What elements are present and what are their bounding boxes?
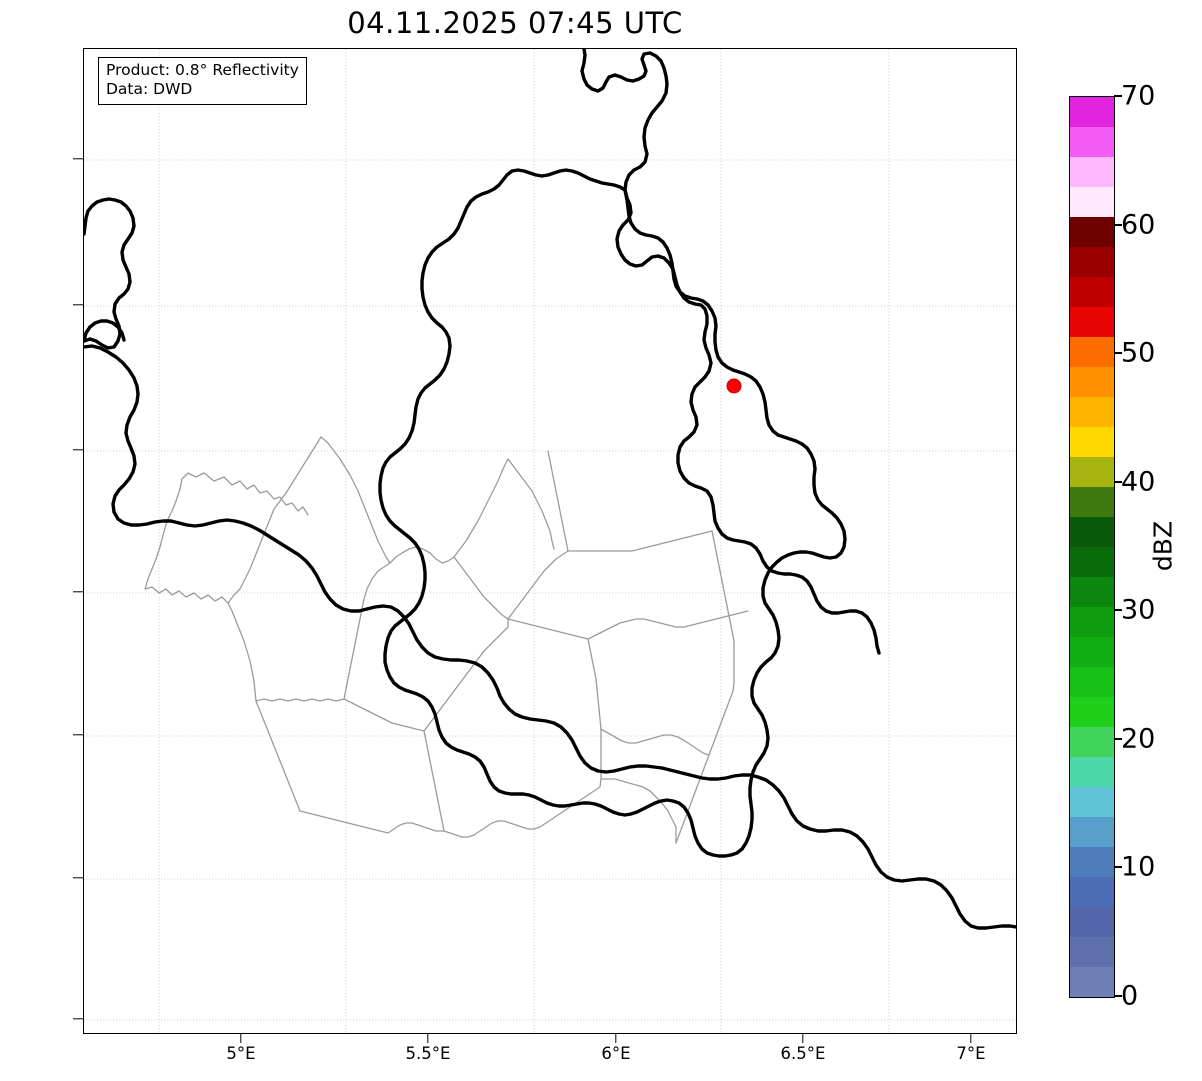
- y-tick-mark: [73, 877, 83, 879]
- colorbar-tick-mark: [1114, 737, 1122, 740]
- colorbar-band: [1070, 577, 1114, 607]
- colorbar-band: [1070, 307, 1114, 337]
- grid-lines: [84, 49, 1016, 1033]
- colorbar-band: [1070, 367, 1114, 397]
- colorbar-band: [1070, 937, 1114, 967]
- colorbar-band: [1070, 457, 1114, 487]
- border-belgium-north: [84, 319, 126, 343]
- colorbar-tick-mark: [1114, 609, 1122, 612]
- y-tick-mark: [73, 591, 83, 593]
- x-tick-label: 5.5°E: [405, 1044, 451, 1063]
- y-tick-mark: [73, 304, 83, 306]
- colorbar-band: [1070, 907, 1114, 937]
- colorbar-band: [1070, 337, 1114, 367]
- colorbar-tick-label: 10: [1121, 851, 1156, 883]
- x-tick-mark: [615, 1034, 617, 1043]
- y-tick-mark: [73, 449, 83, 451]
- x-tick-label: 7°E: [956, 1044, 986, 1063]
- x-tick-label: 5°E: [226, 1044, 256, 1063]
- info-product-line: Product: 0.8° Reflectivity: [106, 61, 299, 79]
- colorbar-tick-mark: [1114, 866, 1122, 869]
- info-box: Product: 0.8° Reflectivity Data: DWD: [98, 57, 307, 105]
- admin-boundaries-luxembourg: [144, 436, 749, 844]
- x-tick-mark: [427, 1034, 429, 1043]
- colorbar-label: dBZ: [1148, 520, 1178, 572]
- map-canvas: [84, 49, 1016, 1033]
- border-france-germany: [660, 766, 1016, 930]
- colorbar-band: [1070, 397, 1114, 427]
- colorbar-band: [1070, 547, 1114, 577]
- colorbar-band: [1070, 877, 1114, 907]
- colorbar-band: [1070, 637, 1114, 667]
- colorbar-tick-label: 40: [1121, 466, 1156, 498]
- border-belgium-france: [84, 197, 136, 350]
- colorbar-band: [1070, 787, 1114, 817]
- colorbar-band: [1070, 697, 1114, 727]
- colorbar-tick-mark: [1114, 995, 1122, 997]
- colorbar-tick-mark: [1114, 95, 1122, 97]
- colorbar-band: [1070, 817, 1114, 847]
- colorbar-tick-mark: [1114, 223, 1122, 226]
- colorbar-band: [1070, 757, 1114, 787]
- colorbar-tick-label: 30: [1121, 594, 1156, 626]
- info-data-line: Data: DWD: [106, 80, 193, 99]
- x-tick-label: 6°E: [601, 1044, 631, 1063]
- colorbar-band: [1070, 517, 1114, 547]
- country-borders: [84, 49, 1016, 930]
- border-belgium-france-south: [84, 344, 664, 774]
- colorbar-tick-label: 0: [1121, 980, 1139, 1012]
- page-title: 04.11.2025 07:45 UTC: [347, 6, 683, 40]
- colorbar-band: [1070, 157, 1114, 187]
- colorbar-band: [1070, 187, 1114, 217]
- colorbar-tick-label: 50: [1121, 337, 1156, 369]
- border-belgium-germany: [580, 49, 881, 655]
- x-tick-mark: [970, 1034, 972, 1043]
- x-tick-mark: [802, 1034, 804, 1043]
- colorbar-band: [1070, 247, 1114, 277]
- colorbar-band: [1070, 967, 1114, 997]
- colorbar-band: [1070, 847, 1114, 877]
- colorbar[interactable]: [1069, 96, 1115, 998]
- colorbar-band: [1070, 97, 1114, 127]
- colorbar-tick-label: 70: [1121, 80, 1156, 112]
- radar-site-marker[interactable]: [726, 378, 742, 394]
- colorbar-band: [1070, 607, 1114, 637]
- colorbar-band: [1070, 727, 1114, 757]
- colorbar-band: [1070, 667, 1114, 697]
- radar-map-plot[interactable]: Product: 0.8° Reflectivity Data: DWD: [83, 48, 1017, 1034]
- colorbar-tick-label: 60: [1121, 209, 1156, 241]
- x-tick-label: 6.5°E: [780, 1044, 826, 1063]
- colorbar-band: [1070, 427, 1114, 457]
- x-tick-mark: [240, 1034, 242, 1043]
- colorbar-tick-mark: [1114, 352, 1122, 355]
- colorbar-band: [1070, 277, 1114, 307]
- border-luxembourg: [378, 168, 847, 858]
- colorbar-band: [1070, 217, 1114, 247]
- y-tick-mark: [73, 1018, 83, 1020]
- map-vector-layer: [84, 49, 1016, 1033]
- colorbar-tick-label: 20: [1121, 723, 1156, 755]
- y-tick-mark: [73, 158, 83, 160]
- y-tick-mark: [73, 734, 83, 736]
- colorbar-tick-mark: [1114, 480, 1122, 483]
- colorbar-band: [1070, 127, 1114, 157]
- colorbar-band: [1070, 487, 1114, 517]
